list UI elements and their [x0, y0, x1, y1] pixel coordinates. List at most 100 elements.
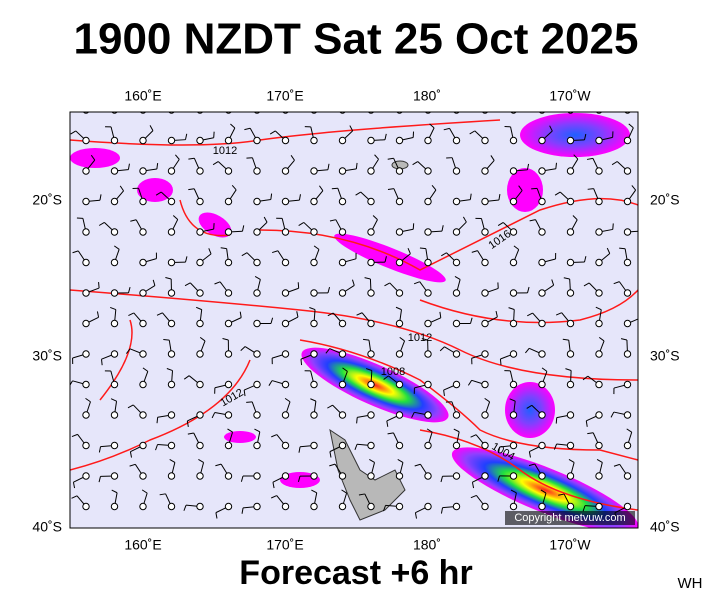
wind-barb: [640, 312, 641, 318]
wind-station: [139, 258, 147, 267]
wind-barb: [384, 133, 387, 140]
axis-labels: 160˚E 160˚E 170˚E 170˚E 180˚ 180˚ 170˚W 170˚W 20…: [32, 88, 679, 553]
wind-station: [82, 502, 90, 511]
wind-barb: [70, 130, 77, 135]
wind-barb: [585, 420, 588, 427]
wind-barb: [583, 133, 587, 140]
wind-barb: [565, 368, 572, 371]
wind-barb: [214, 281, 221, 285]
wind-barb: [211, 412, 216, 419]
wind-station: [224, 502, 233, 511]
lon-label: 170˚W: [549, 537, 591, 553]
wind-barb: [527, 312, 533, 317]
wind-station: [566, 136, 575, 145]
wind-barb: [254, 276, 261, 280]
wind-barb: [506, 98, 514, 110]
wind-barb: [369, 459, 375, 463]
wind-barb: [608, 96, 610, 102]
wind-station: [538, 258, 546, 267]
wind-barb: [341, 489, 347, 494]
wind-barb: [99, 194, 102, 201]
wind-barb: [441, 252, 447, 257]
wind-barb: [358, 493, 365, 496]
wind-barb: [413, 281, 420, 285]
wind-station: [110, 350, 119, 358]
isobar-label: 1012: [408, 332, 432, 344]
wind-barb: [620, 338, 628, 341]
wind-station: [509, 411, 518, 419]
wind-station: [481, 289, 489, 297]
wind-barb: [355, 162, 358, 169]
wind-station: [452, 441, 461, 450]
wind-barb: [310, 398, 317, 402]
wind-barb: [485, 93, 490, 96]
wind-barb: [333, 100, 343, 110]
wind-station: [424, 197, 432, 206]
wind-barb: [431, 185, 437, 191]
wind-barb: [555, 312, 562, 316]
wind-station: [224, 350, 233, 358]
wind-barb: [414, 463, 421, 467]
wind-barb: [374, 154, 379, 160]
wind-barb: [141, 489, 148, 494]
wind-station: [310, 197, 318, 206]
wind-station: [424, 228, 432, 236]
wind-station: [167, 289, 176, 297]
wind-barb: [485, 97, 490, 110]
wind-barb: [71, 495, 78, 499]
wind-barb: [469, 130, 476, 135]
wind-barb: [572, 215, 578, 221]
wind-station: [395, 441, 404, 450]
wind-station: [452, 136, 461, 145]
wind-barb: [70, 380, 73, 386]
wind-barb: [71, 433, 78, 438]
wind-barb: [383, 505, 387, 512]
wind-station: [395, 289, 404, 297]
wind-barb: [327, 312, 334, 317]
wind-station: [424, 380, 432, 389]
wind-barb: [127, 404, 134, 409]
wind-barb: [652, 402, 656, 415]
wind-station: [253, 228, 261, 236]
wind-station: [253, 441, 261, 450]
wind-station: [338, 411, 347, 419]
wind-barb: [170, 96, 172, 110]
wind-station: [481, 411, 489, 419]
wind-barb: [663, 217, 666, 222]
wind-station: [452, 502, 461, 511]
wind-station: [82, 472, 90, 480]
wind-station: [139, 502, 147, 511]
wind-barb: [309, 307, 316, 311]
wind-station: [623, 258, 632, 267]
wind-station: [110, 441, 119, 450]
wind-station: [167, 411, 176, 419]
wind-barb: [327, 404, 333, 409]
wind-barb: [198, 459, 204, 463]
wind-station: [224, 258, 233, 267]
wind-station: [310, 411, 318, 419]
wind-station: [196, 441, 204, 450]
lat-label: 40˚S: [32, 519, 62, 535]
wind-station: [623, 472, 632, 480]
wind-station: [595, 258, 603, 267]
wind-station: [481, 197, 489, 206]
wind-barb: [342, 367, 348, 372]
wind-barb: [500, 98, 506, 100]
wind-station: [224, 136, 233, 145]
wind-station: [167, 472, 176, 480]
wind-barb: [130, 219, 137, 222]
wind-barb: [290, 155, 295, 161]
wind-station: [82, 350, 90, 358]
wind-barb: [129, 451, 133, 458]
wind-station: [452, 319, 461, 328]
wind-barb: [349, 125, 354, 132]
wind-station: [196, 258, 204, 267]
wind-station: [653, 320, 659, 326]
wind-barb: [558, 493, 565, 496]
wind-station: [538, 411, 546, 419]
wind-station: [653, 381, 659, 387]
wind-station: [196, 319, 204, 328]
wind-barb: [169, 459, 176, 463]
wind-station: [82, 258, 90, 267]
